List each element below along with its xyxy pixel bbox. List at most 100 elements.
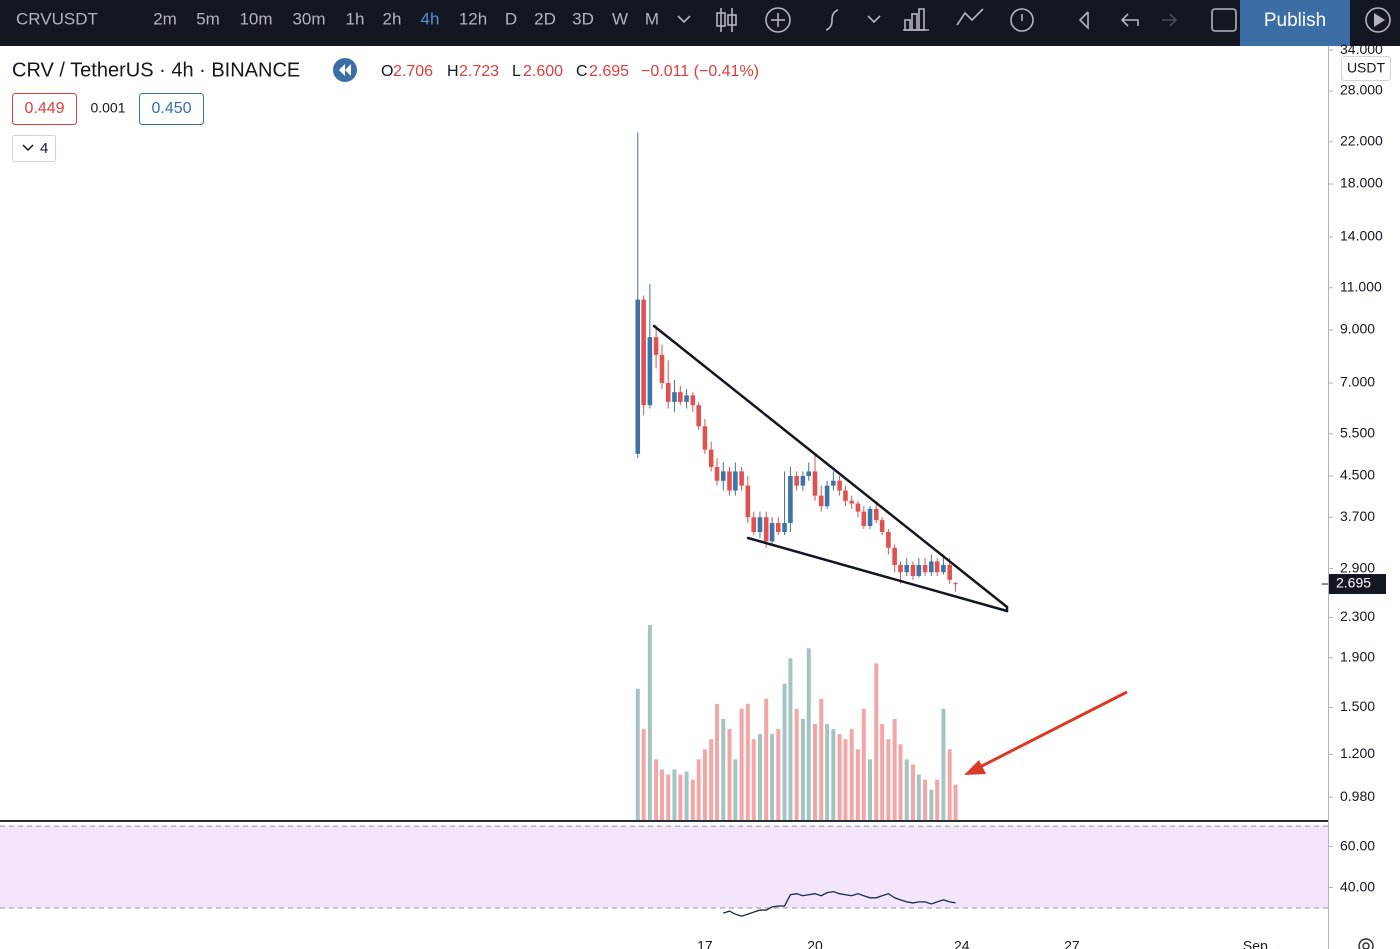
candle-body (782, 523, 787, 532)
lower-trendline[interactable] (746, 536, 1009, 613)
interval-active[interactable]: 4h (421, 9, 440, 28)
candle-body (659, 354, 665, 383)
volume-bar (904, 759, 909, 820)
undo-icon[interactable] (1120, 13, 1139, 27)
volume-bar (776, 729, 781, 820)
candle-body (934, 561, 940, 573)
collapse-icon (345, 64, 351, 76)
volume-bar (806, 648, 811, 820)
indicators-toggle[interactable] (12, 135, 56, 162)
volume-bar (647, 625, 652, 820)
volume-bar (690, 779, 695, 820)
redo-icon[interactable] (1162, 13, 1178, 27)
candle-body (953, 583, 958, 585)
candle-body (720, 471, 726, 481)
volume-bar (739, 708, 744, 820)
arrow-shaft[interactable] (977, 690, 1128, 770)
interval[interactable]: 12h (459, 9, 487, 28)
interval[interactable]: 3D (572, 9, 594, 28)
y-tick-label: 18.000 (1340, 175, 1383, 191)
sell-button[interactable] (12, 93, 77, 125)
y-tick-label: 2.900 (1340, 559, 1375, 575)
legend-change: −0.011 (−0.41%) (641, 63, 759, 80)
fullscreen-icon[interactable] (1211, 8, 1237, 32)
upper-trendline[interactable] (652, 324, 1009, 609)
candle-type-icon[interactable] (716, 8, 737, 32)
interval[interactable]: M (645, 9, 659, 28)
y-tick-label: 14.000 (1340, 228, 1383, 244)
interval[interactable]: 2h (383, 9, 402, 28)
y-tick-label: 40.00 (1340, 878, 1375, 894)
template-icon[interactable] (903, 8, 929, 31)
dropdown-icon[interactable] (677, 15, 691, 24)
buy-price[interactable]: 0.450 (151, 100, 191, 117)
interval[interactable]: 1h (346, 9, 365, 28)
y-tick-label: 22.000 (1340, 132, 1383, 148)
settings-icon[interactable] (1358, 938, 1374, 949)
y-tick-label: 60.00 (1340, 837, 1375, 853)
rsi-band (0, 826, 1328, 909)
interval[interactable]: D (505, 9, 517, 28)
volume-bar (696, 759, 701, 820)
buy-button[interactable] (139, 93, 204, 125)
volume-bar (929, 789, 934, 820)
candle-body (745, 485, 751, 518)
interval[interactable]: 2D (534, 9, 556, 28)
candle-body (684, 395, 689, 402)
dropdown-icon[interactable] (867, 15, 881, 24)
y-tick-label: 4.500 (1340, 467, 1375, 483)
candle-body (776, 523, 781, 532)
play-icon[interactable] (1365, 7, 1391, 33)
replay-icon[interactable] (1078, 11, 1089, 30)
interval[interactable]: W (612, 9, 628, 28)
collapse-icon (339, 64, 345, 76)
candle-body (641, 299, 646, 406)
y-tick-label: 34.000 (1340, 41, 1383, 57)
candle-body (635, 299, 641, 454)
legend-close: 2.695 (589, 63, 629, 80)
volume-bar (861, 708, 866, 820)
candle-body (904, 564, 910, 573)
candle-body (739, 471, 744, 486)
volume-bar (733, 759, 738, 820)
volume-bar (831, 729, 836, 820)
candle-body (647, 337, 653, 406)
volume-bar (800, 718, 805, 820)
candle-body (714, 466, 720, 481)
alert-icon[interactable] (1010, 8, 1034, 32)
volume-bar (935, 779, 940, 820)
interval[interactable]: 30m (292, 9, 325, 28)
unit-box (1341, 56, 1391, 81)
sell-price[interactable]: 0.449 (24, 100, 64, 117)
toolbar (0, 0, 1400, 46)
y-tick-label: 11.000 (1340, 278, 1382, 294)
compare-icon[interactable] (765, 7, 791, 33)
spread: 0.001 (90, 100, 125, 116)
legend-close-key: C (576, 63, 588, 80)
legend-high: 2.723 (459, 63, 499, 80)
indicators-icon[interactable] (825, 9, 839, 31)
symbol[interactable]: CRVUSDT (16, 9, 98, 28)
candle-body (843, 490, 848, 501)
publish-label[interactable]: Publish (1264, 10, 1326, 31)
volume-bar (941, 708, 946, 820)
play-triangle (1374, 13, 1385, 27)
interval[interactable]: 10m (239, 9, 272, 28)
y-tick-label: 1.200 (1340, 745, 1375, 761)
volume-bar (721, 718, 726, 820)
rsi-line (723, 890, 956, 917)
candle-body (690, 395, 696, 406)
falling-wedge (652, 324, 1009, 613)
candle-body (873, 508, 879, 521)
compare-line-icon[interactable] (956, 8, 984, 26)
last-price-label: 2.695 (1336, 575, 1371, 591)
volume-bar (825, 724, 830, 820)
volume-bar (953, 784, 958, 820)
interval[interactable]: 2m (153, 9, 177, 28)
volume-bar (843, 739, 848, 820)
candle-body (910, 564, 916, 576)
publish-button[interactable] (1240, 0, 1350, 46)
volume-bar (684, 771, 689, 820)
candle-body (916, 564, 922, 576)
interval[interactable]: 5m (196, 9, 220, 28)
